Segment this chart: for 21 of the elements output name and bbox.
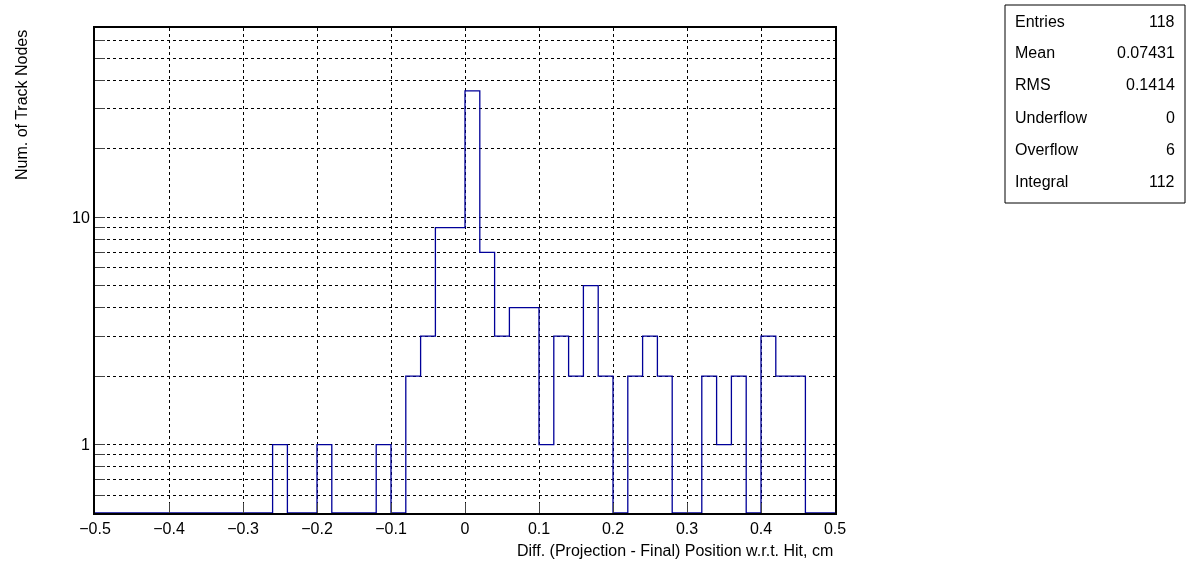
- x-tick-label: −0.1: [375, 520, 407, 538]
- text: Entries 118: [1015, 13, 1175, 30]
- x-tick-label: 0: [460, 520, 470, 538]
- y-tick-label: 10: [72, 208, 90, 226]
- text: Underflow 0: [1015, 109, 1175, 126]
- x-tick-label: 0.4: [749, 520, 773, 538]
- x-tick-label: −0.3: [227, 520, 259, 538]
- x-tick-label: −0.4: [153, 520, 185, 538]
- text: Mean 0.07431: [1015, 44, 1175, 61]
- text: Overflow 6: [1015, 141, 1175, 158]
- text: Integral 112: [1015, 173, 1175, 190]
- x-axis-title: Diff. (Projection - Final) Position w.r.t. Hit, cm: [517, 542, 834, 559]
- x-tick-label: −0.5: [79, 520, 111, 538]
- y-tick-label: 1: [80, 436, 90, 454]
- x-tick-label: −0.2: [301, 520, 333, 538]
- x-tick-label: 0.1: [527, 520, 551, 538]
- y-axis-title: Num. of Track Nodes: [13, 29, 30, 180]
- x-tick-label: 0.3: [675, 520, 699, 538]
- x-tick-label: 0.5: [823, 520, 847, 538]
- text: RMS 0.1414: [1015, 76, 1175, 93]
- x-tick-label: 0.2: [601, 520, 625, 538]
